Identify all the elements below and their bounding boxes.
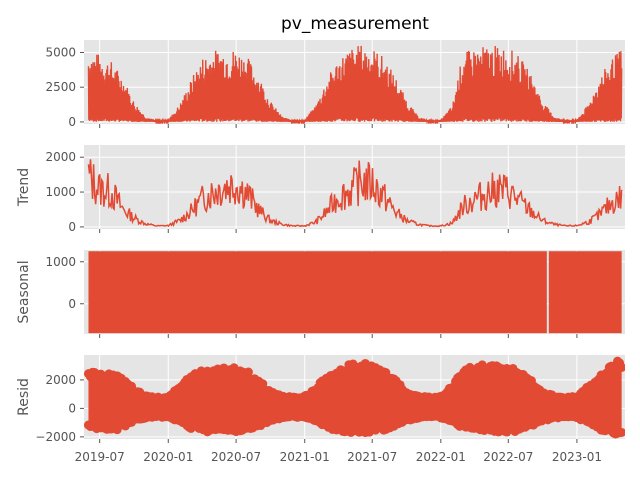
y-axis-label: Trend — [16, 168, 32, 207]
resid-point — [243, 367, 253, 377]
series-seasonal — [88, 251, 622, 334]
y-axis-label: Resid — [16, 378, 32, 416]
x-tick-label: 2020-07 — [211, 450, 261, 464]
x-tick-label: 2022-01 — [416, 450, 466, 464]
x-tick-label: 2020-01 — [143, 450, 193, 464]
y-tick-label: 0 — [68, 297, 76, 311]
y-tick-label: 1000 — [45, 185, 76, 199]
x-tick-label: 2019-07 — [75, 450, 125, 464]
seasonal-band-left — [88, 251, 547, 334]
panel-trend: 0 1000 2000 Trend — [16, 145, 625, 234]
x-tick-label: 2023-01 — [552, 450, 602, 464]
y-tick-label: 0 — [68, 220, 76, 234]
x-tick-label: 2022-07 — [483, 450, 533, 464]
y-tick-label: 5000 — [45, 45, 76, 59]
y-tick-label: 2000 — [45, 373, 76, 387]
observed-line — [87, 45, 623, 124]
x-tick-label: 2021-01 — [280, 450, 330, 464]
y-tick-label: 0 — [68, 115, 76, 129]
y-tick-label: −2000 — [35, 430, 76, 444]
resid-point — [617, 362, 625, 372]
resid-envelope — [88, 360, 622, 436]
resid-point — [617, 427, 625, 437]
panel-observed: 0 2500 5000 — [45, 40, 625, 129]
seasonal-band-right — [548, 251, 622, 334]
y-tick-label: 2000 — [45, 150, 76, 164]
y-axis-label: Seasonal — [16, 260, 32, 323]
x-axis: 2019-07 2020-01 2020-07 2021-01 2021-07 2022-… — [75, 450, 602, 464]
plot-background — [84, 145, 625, 229]
y-tick-label: 0 — [68, 401, 76, 415]
panel-seasonal: 0 1000 Seasonal — [16, 250, 625, 338]
series-trend — [87, 159, 623, 228]
y-tick-label: 1000 — [45, 255, 76, 269]
panel-resid: −2000 0 2000 Resid — [16, 355, 625, 444]
figure-title: pv_measurement — [281, 14, 429, 34]
trend-line — [87, 159, 623, 228]
series-resid — [84, 356, 625, 439]
series-observed — [87, 45, 623, 124]
x-tick-label: 2021-07 — [347, 450, 397, 464]
y-tick-label: 2500 — [45, 80, 76, 94]
